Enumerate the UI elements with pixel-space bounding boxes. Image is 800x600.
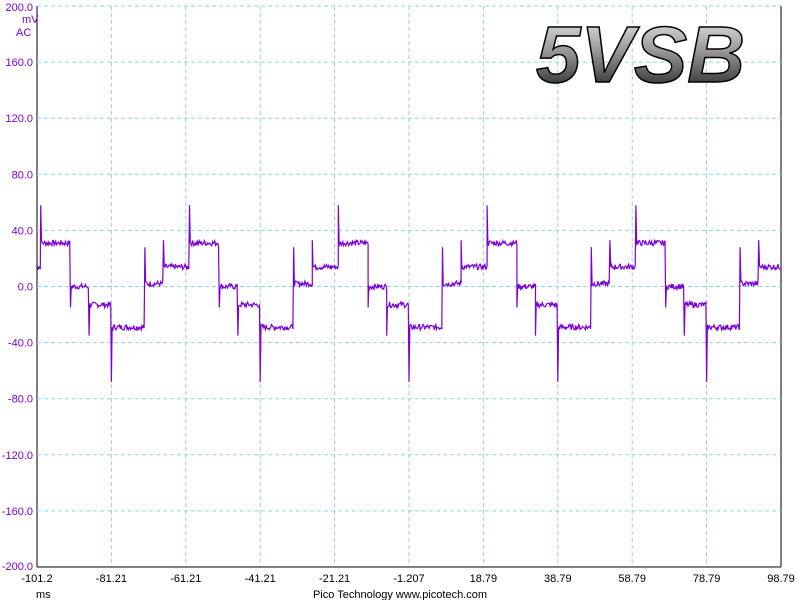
x-tick-labels: -101.2 -81.21 -61.21 -41.21 -21.21 -1.207 18.7… bbox=[21, 573, 794, 585]
x-tick-label: 98.79 bbox=[767, 573, 795, 585]
x-unit-label: ms bbox=[36, 589, 51, 600]
x-tick-label: -101.2 bbox=[21, 573, 52, 585]
coupling-label: AC bbox=[16, 27, 31, 39]
x-tick-label: -81.21 bbox=[96, 573, 127, 585]
y-tick-label: -160.0 bbox=[2, 506, 33, 518]
y-tick-label: 80.0 bbox=[12, 169, 33, 181]
trace-line bbox=[36, 205, 781, 382]
x-tick-label: -61.21 bbox=[170, 573, 201, 585]
x-tick-label: -41.21 bbox=[245, 573, 276, 585]
x-tick-label: 38.79 bbox=[544, 573, 572, 585]
y-tick-label: 0.0 bbox=[18, 282, 33, 294]
y-tick-label: 120.0 bbox=[5, 113, 33, 125]
x-tick-label: 18.79 bbox=[470, 573, 498, 585]
x-tick-label: -1.207 bbox=[393, 573, 424, 585]
grid-lines bbox=[36, 5, 782, 568]
y-tick-label: -80.0 bbox=[8, 394, 33, 406]
y-tick-label: 200.0 bbox=[5, 2, 33, 14]
y-tick-label: 40.0 bbox=[12, 225, 33, 237]
y-unit-label: mV bbox=[22, 14, 39, 26]
y-tick-label: 160.0 bbox=[5, 57, 33, 69]
trace-series bbox=[36, 205, 781, 382]
y-tick-labels: 200.0 160.0 120.0 80.0 40.0 0.0 -40.0 -80.0 -120… bbox=[2, 2, 33, 573]
y-tick-label: -200.0 bbox=[2, 561, 33, 573]
chart-title: 5VSB bbox=[536, 10, 745, 99]
y-tick-label: -40.0 bbox=[8, 338, 33, 350]
y-tick-label: -120.0 bbox=[2, 450, 33, 462]
footer-credit: Pico Technology www.picotech.com bbox=[313, 589, 487, 600]
x-tick-label: 58.79 bbox=[618, 573, 646, 585]
x-tick-label: -21.21 bbox=[319, 573, 350, 585]
x-tick-label: 78.79 bbox=[693, 573, 721, 585]
